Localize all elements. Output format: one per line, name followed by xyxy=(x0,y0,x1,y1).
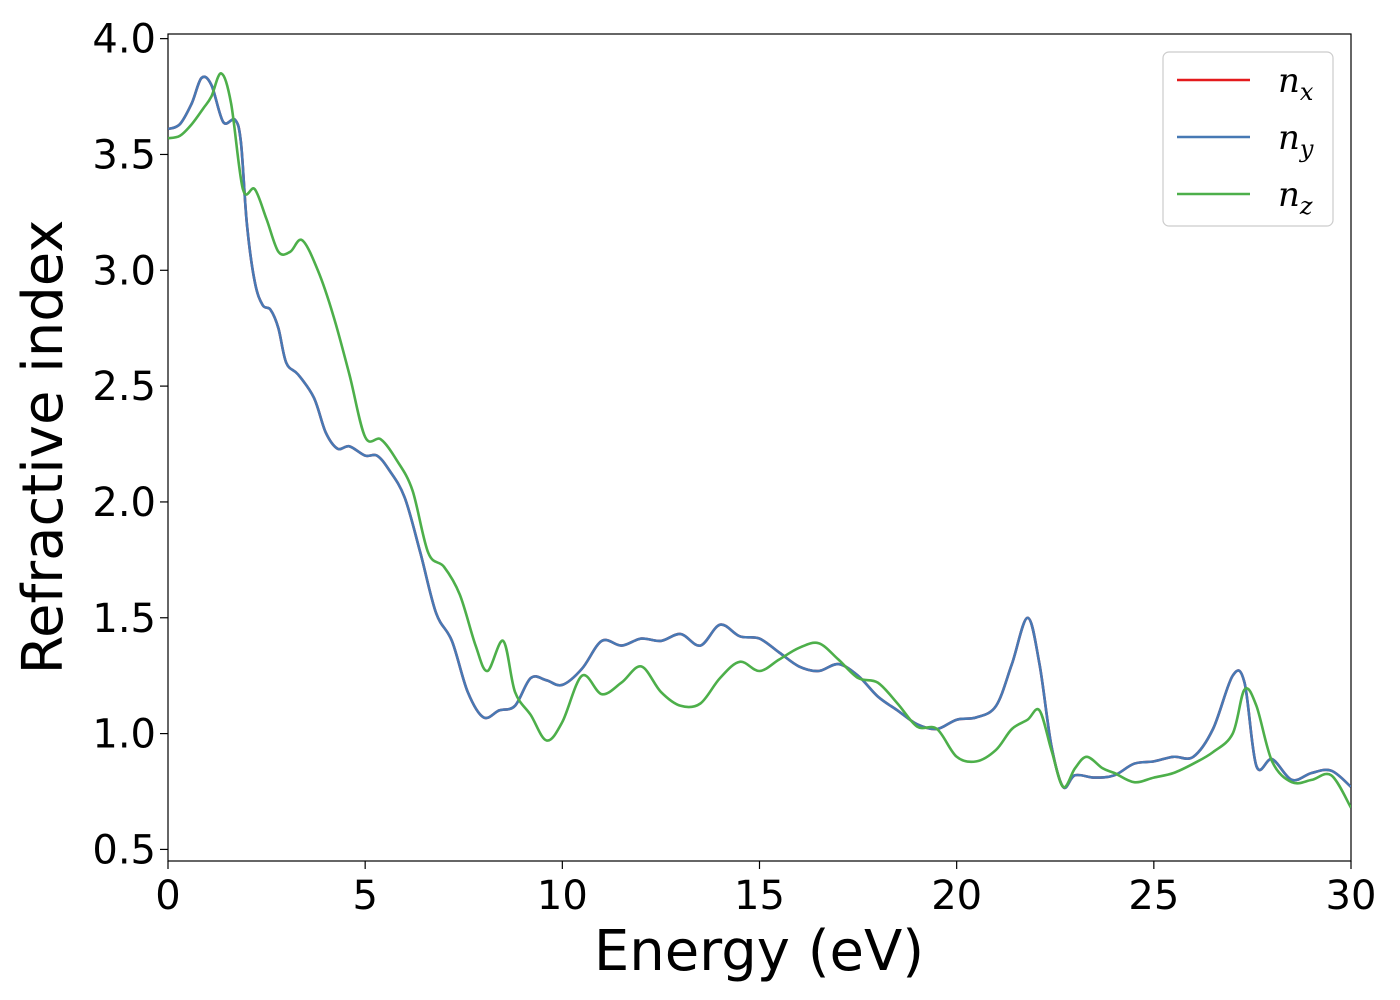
x-tick-label: 15 xyxy=(734,873,785,919)
y-tick-label: 3.0 xyxy=(92,248,156,294)
y-tick-label: 1.5 xyxy=(92,596,156,642)
plot-area xyxy=(167,33,1352,862)
y-axis-title: Refractive index xyxy=(11,220,76,675)
x-axis-title: Energy (eV) xyxy=(594,919,924,984)
legend: nx ny nz xyxy=(1162,51,1334,227)
y-tick-label: 1.0 xyxy=(92,712,156,758)
x-tick-label: 30 xyxy=(1326,873,1377,919)
y-tick-label: 2.5 xyxy=(92,364,156,410)
legend-label-z: nz xyxy=(1278,175,1313,220)
legend-label-x: nx xyxy=(1278,61,1314,106)
legend-label-y: ny xyxy=(1278,118,1314,163)
y-tick-label: 3.5 xyxy=(92,132,156,178)
x-tick-label: 20 xyxy=(931,873,982,919)
y-tick-label: 4.0 xyxy=(92,17,156,63)
y-axis-ticks: 0.5 1.0 1.5 2.0 2.5 3.0 3.5 4.0 xyxy=(92,17,168,873)
series-lines xyxy=(168,72,1351,809)
x-axis-ticks: 0 5 10 15 20 25 30 xyxy=(155,861,1376,919)
series-line-z xyxy=(168,72,1351,809)
y-tick-label: 0.5 xyxy=(92,827,156,873)
y-tick-label: 2.0 xyxy=(92,480,156,526)
x-tick-label: 25 xyxy=(1128,873,1179,919)
x-tick-label: 10 xyxy=(537,873,588,919)
x-tick-label: 0 xyxy=(155,873,180,919)
x-tick-label: 5 xyxy=(352,873,377,919)
series-line-y xyxy=(168,75,1351,790)
legend-box xyxy=(1162,51,1334,227)
